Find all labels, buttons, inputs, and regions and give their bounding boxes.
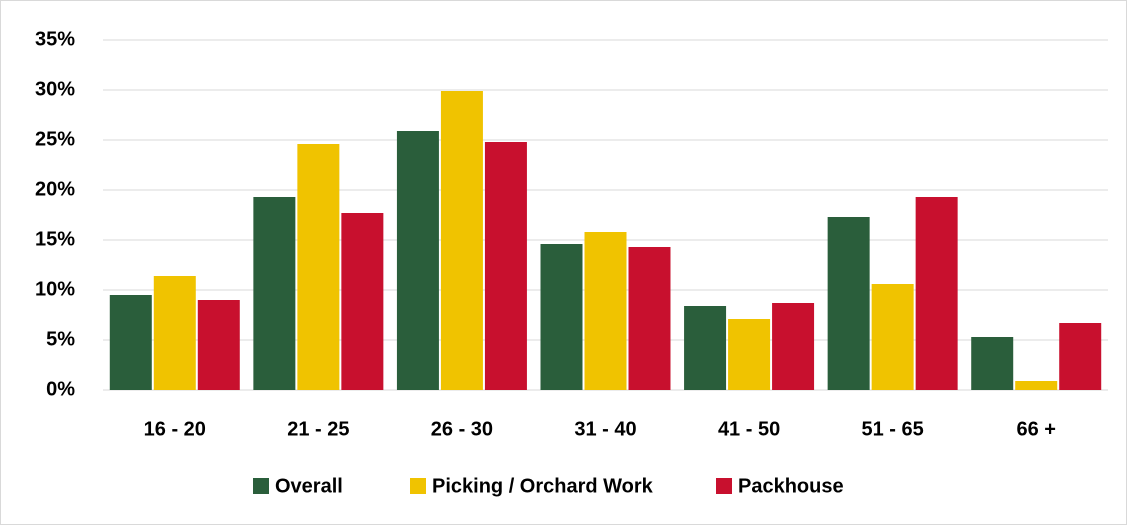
y-tick-label: 0% [46,378,75,400]
bar [584,232,627,390]
bar [1015,381,1058,390]
legend-swatch [410,478,426,494]
y-tick-label: 15% [35,228,75,250]
x-tick-label: 16 - 20 [144,418,206,440]
bar [772,303,815,390]
y-tick-label: 25% [35,128,75,150]
y-tick-label: 5% [46,328,75,350]
bar [684,306,727,390]
bar [728,319,771,390]
bar [440,91,483,390]
bar [253,197,296,390]
legend-swatch [253,478,269,494]
bar [827,217,870,390]
legend-label: Packhouse [738,475,844,497]
bar [484,142,527,390]
bar [396,131,439,390]
bar [628,247,671,390]
y-tick-label: 30% [35,78,75,100]
bar [1059,323,1102,390]
bar [197,300,240,390]
bar [153,276,196,390]
y-tick-label: 35% [35,28,75,50]
legend-label: Overall [275,475,343,497]
bar [341,213,384,390]
x-tick-label: 41 - 50 [718,418,780,440]
x-tick-label: 26 - 30 [431,418,493,440]
bar [540,244,583,390]
bar [871,284,914,390]
legend-label: Picking / Orchard Work [432,475,654,497]
x-tick-label: 51 - 65 [862,418,924,440]
x-tick-label: 66 + [1016,418,1055,440]
bar [109,295,152,390]
legend-swatch [716,478,732,494]
x-tick-label: 31 - 40 [574,418,636,440]
bar [915,197,958,390]
bar [297,144,340,390]
y-tick-label: 10% [35,278,75,300]
bar [971,337,1014,390]
y-tick-label: 20% [35,178,75,200]
x-tick-label: 21 - 25 [287,418,349,440]
